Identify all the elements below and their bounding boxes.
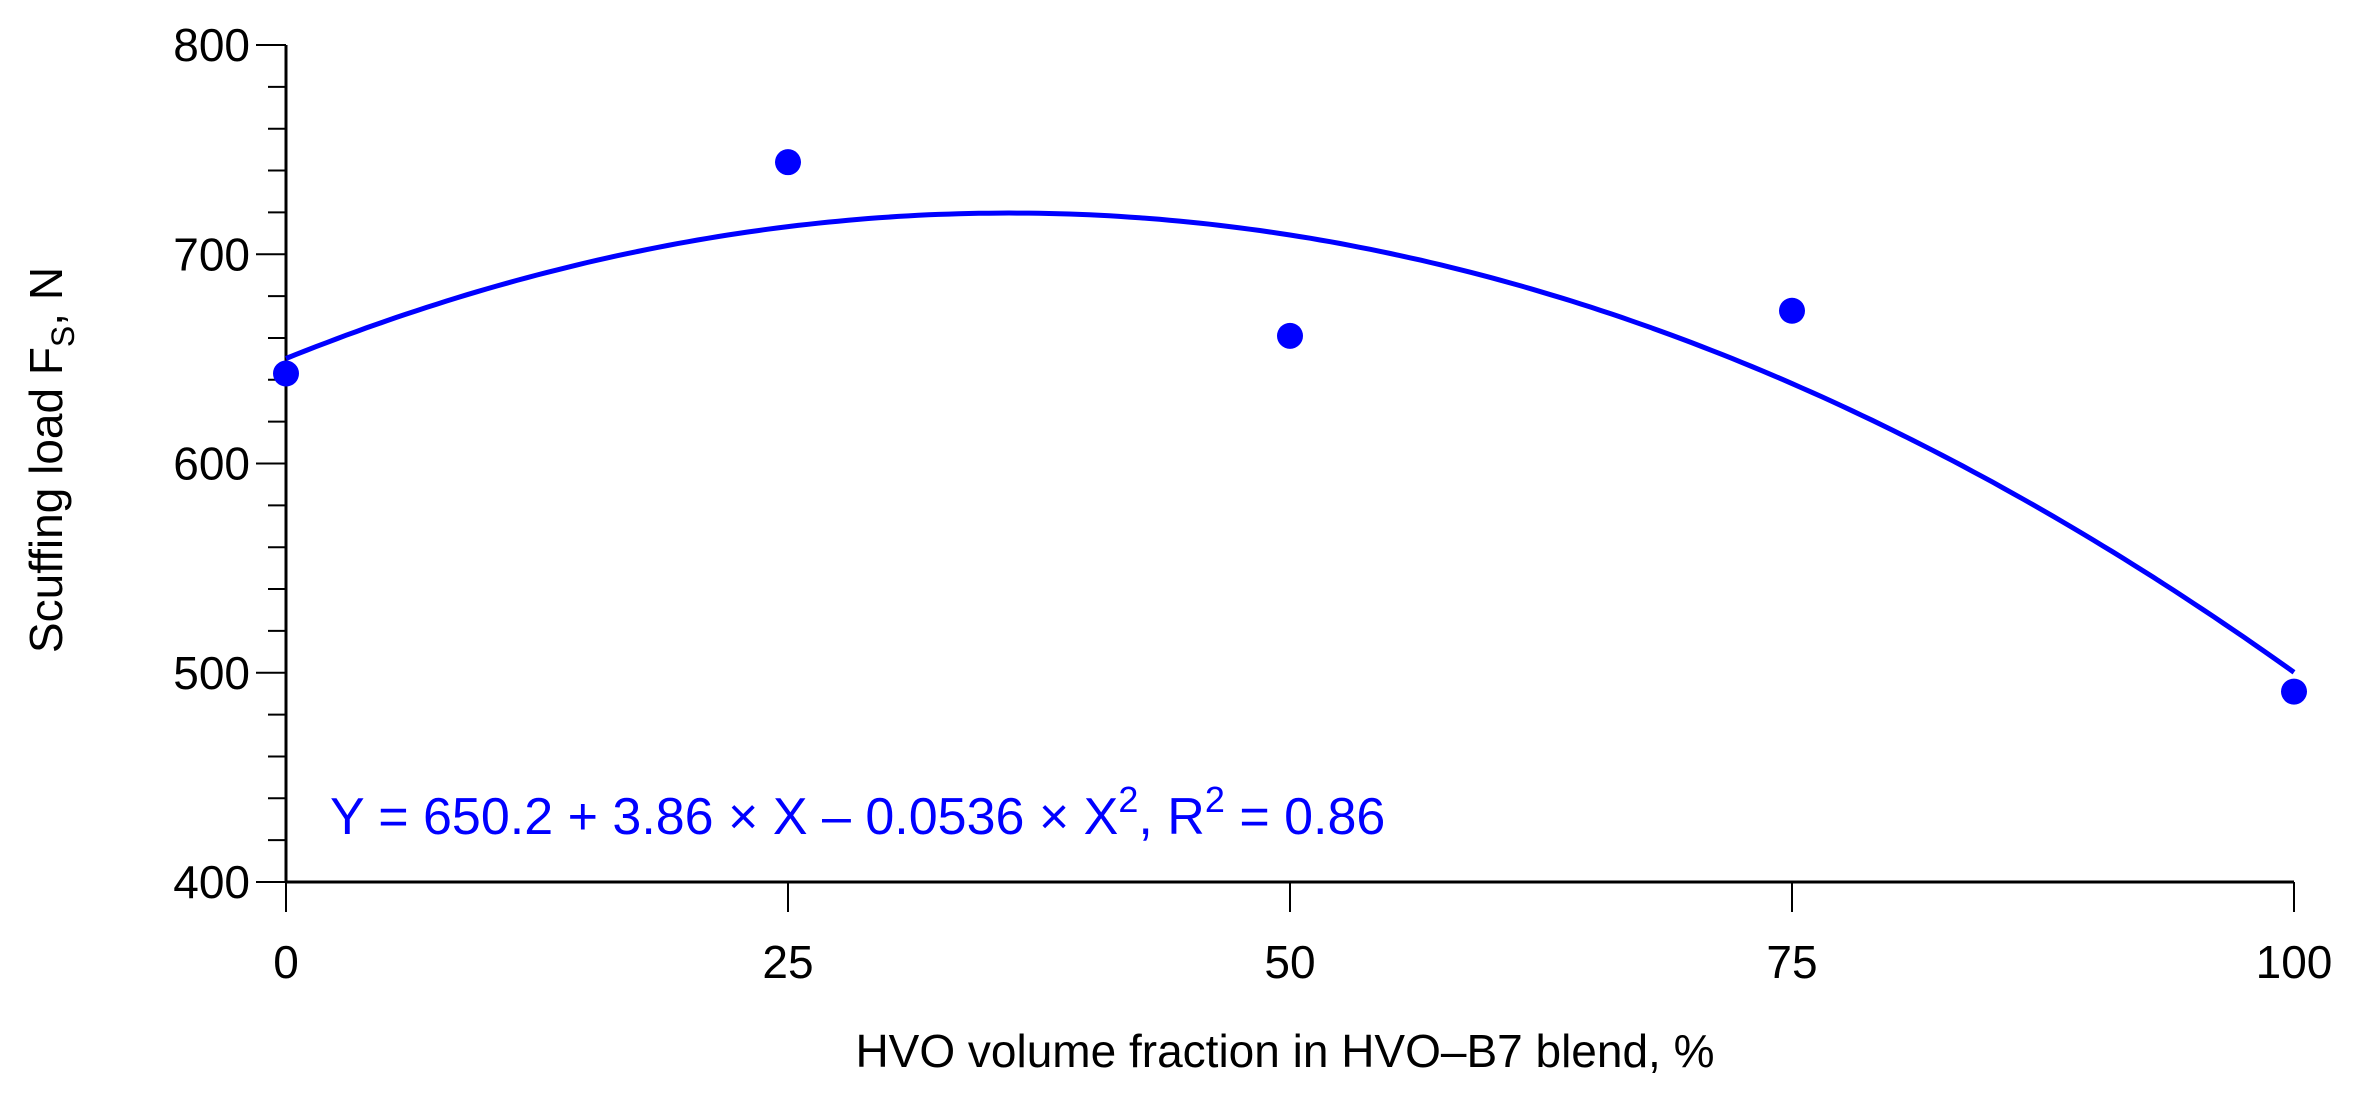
y-axis-title-main: Scuffing load F xyxy=(20,347,72,653)
y-axis-title-suffix: , N xyxy=(20,267,72,326)
regression-equation-part2: , R xyxy=(1138,788,1204,846)
y-axis-title: Scuffing load FS, N xyxy=(20,267,81,653)
data-point xyxy=(1277,322,1303,349)
regression-equation-sup1: 2 xyxy=(1118,779,1138,820)
x-axis-ticks: 0 25 50 75 100 xyxy=(273,882,2332,988)
x-tick-label: 100 xyxy=(2256,936,2333,988)
regression-equation-part3: = 0.86 xyxy=(1225,788,1385,846)
x-tick-label: 75 xyxy=(1766,936,1817,988)
y-tick-label: 400 xyxy=(173,856,250,908)
regression-equation: Y = 650.2 + 3.86 × X – 0.0536 × X2, R2 =… xyxy=(330,779,1385,846)
x-axis-title: HVO volume fraction in HVO–B7 blend, % xyxy=(855,1025,1714,1077)
x-tick-label: 0 xyxy=(273,936,299,988)
y-axis-title-subscript: S xyxy=(45,326,81,347)
data-point xyxy=(775,149,801,176)
axes xyxy=(284,45,2294,884)
regression-equation-sup2: 2 xyxy=(1205,779,1225,820)
y-tick-label: 500 xyxy=(173,647,250,699)
x-tick-label: 25 xyxy=(762,936,813,988)
fit-curve xyxy=(285,210,2296,675)
regression-equation-part1: Y = 650.2 + 3.86 × X – 0.0536 × X xyxy=(330,788,1118,846)
y-tick-label: 800 xyxy=(173,19,250,71)
data-points xyxy=(273,149,2307,705)
y-axis-ticks: 400 500 600 700 800 xyxy=(173,19,286,908)
x-tick-label: 50 xyxy=(1264,936,1315,988)
data-point xyxy=(1779,297,1805,324)
data-point xyxy=(273,360,299,387)
data-point xyxy=(2281,678,2307,705)
y-tick-label: 600 xyxy=(173,438,250,490)
y-tick-label: 700 xyxy=(173,228,250,280)
